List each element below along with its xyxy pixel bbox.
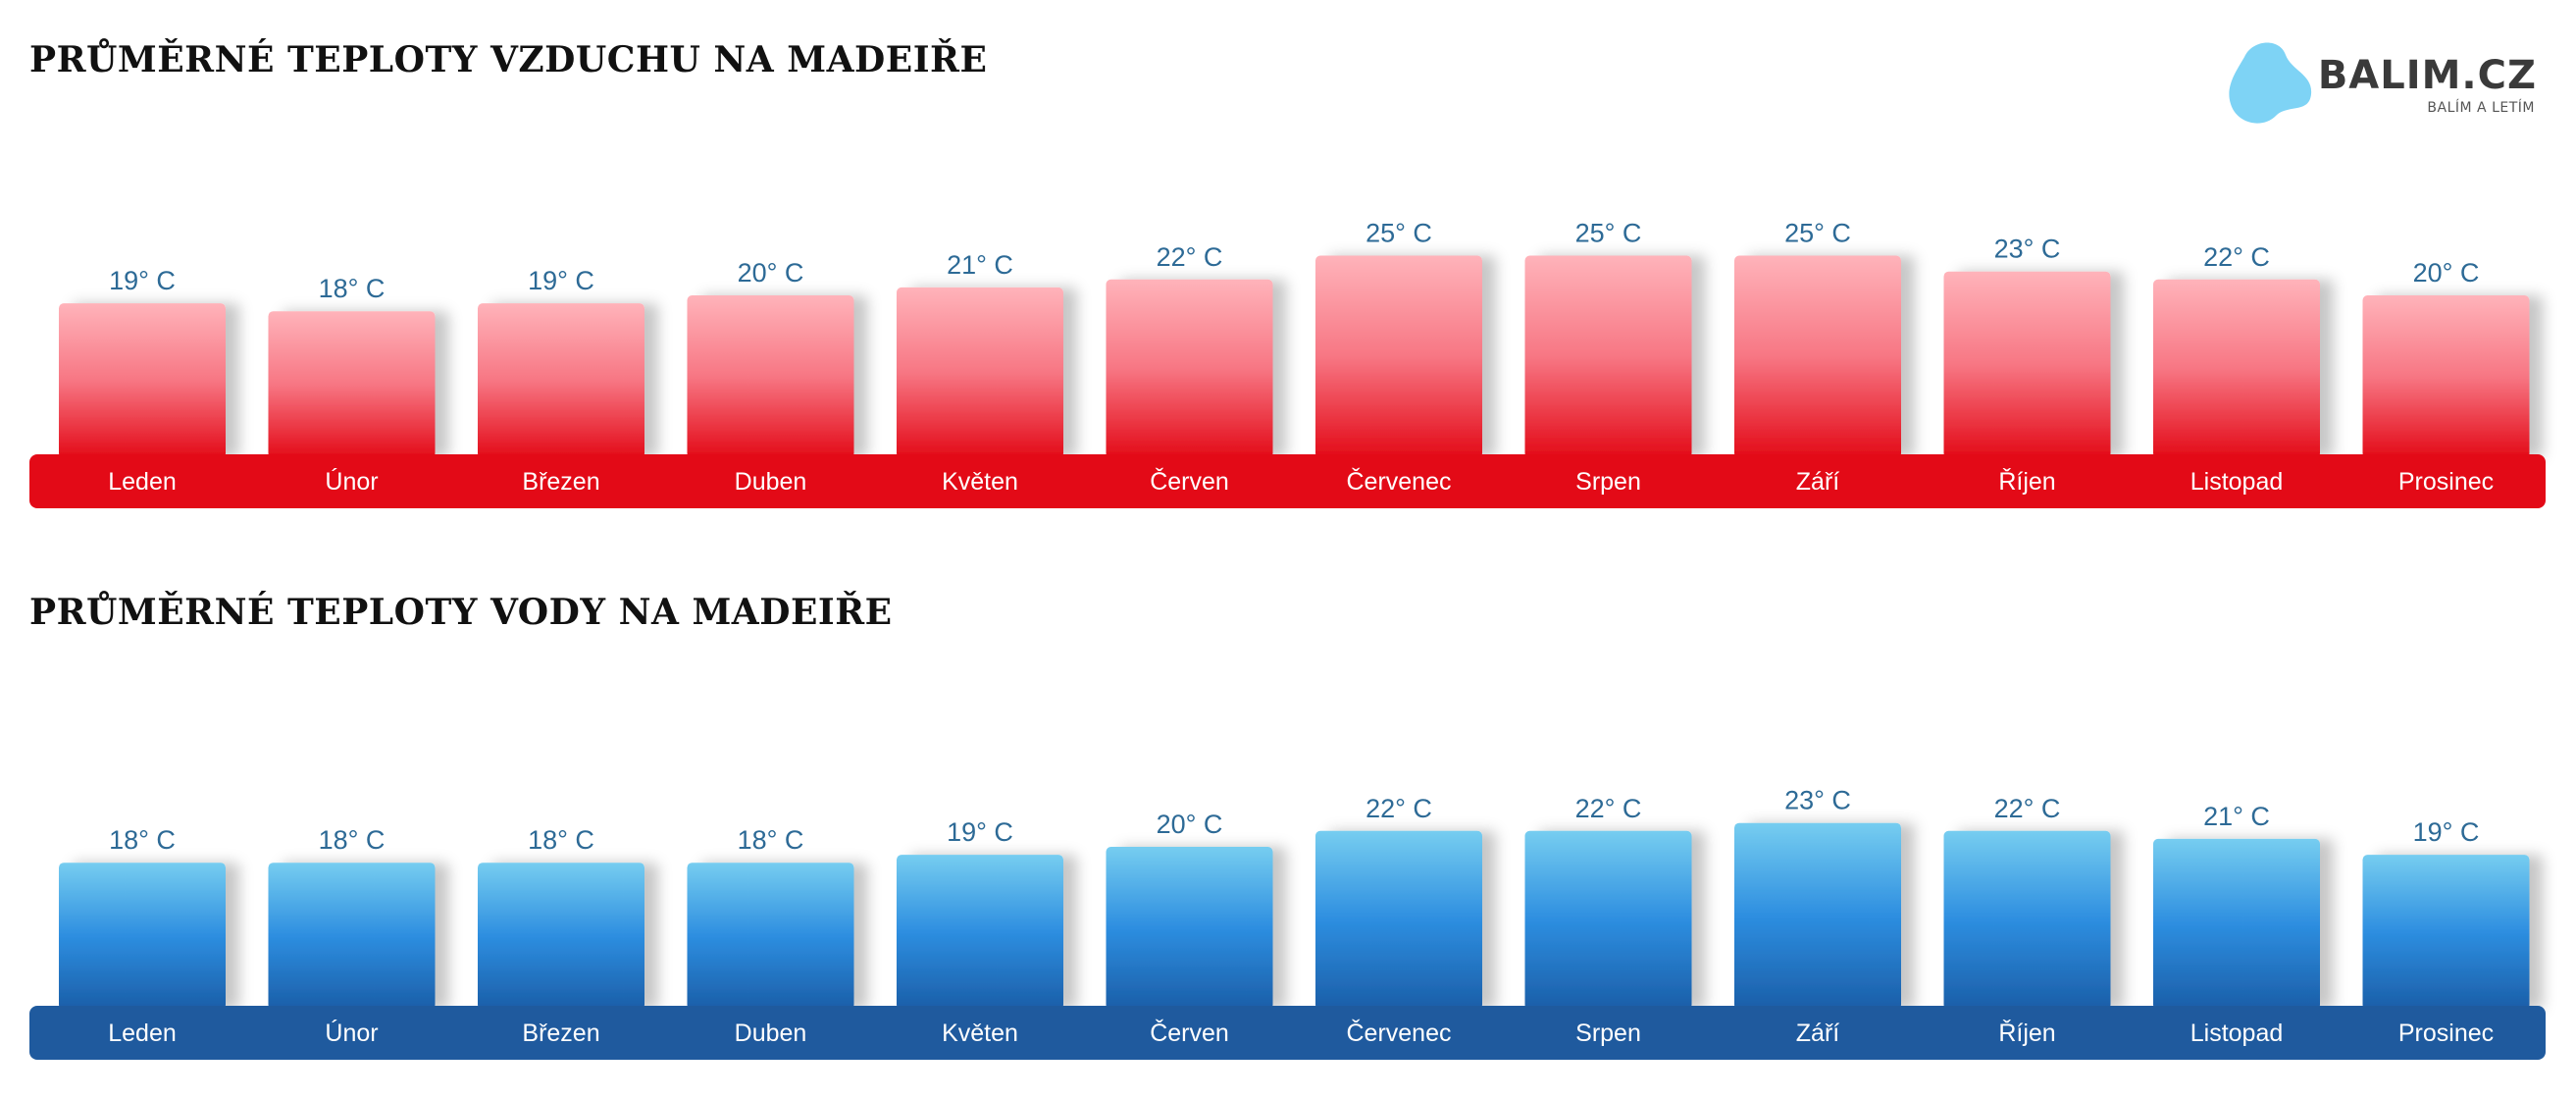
cloud-blob-icon bbox=[2229, 42, 2312, 124]
bar-březen bbox=[478, 863, 644, 1010]
month-label: Září bbox=[1796, 468, 1840, 496]
month-band bbox=[29, 1006, 2546, 1060]
bar-prosinec bbox=[2362, 855, 2530, 1010]
month-label: Říjen bbox=[1998, 467, 2055, 496]
bar-listopad bbox=[2153, 838, 2320, 1010]
bar-srpen bbox=[1524, 255, 1692, 458]
value-label: 22° C bbox=[1157, 242, 1223, 272]
month-label: Květen bbox=[942, 1020, 1018, 1047]
value-label: 19° C bbox=[947, 817, 1013, 847]
brand-logo[interactable]: BALIM.CZ BALÍM A LETÍM bbox=[2223, 35, 2537, 133]
month-label: Prosinec bbox=[2398, 468, 2494, 496]
value-label: 21° C bbox=[2203, 802, 2270, 831]
bar-leden bbox=[59, 303, 226, 458]
bar-září bbox=[1734, 822, 1901, 1010]
value-label: 22° C bbox=[1365, 794, 1432, 823]
month-label: Březen bbox=[522, 468, 599, 496]
value-label: 23° C bbox=[1784, 786, 1851, 815]
month-label: Červenec bbox=[1347, 1019, 1452, 1047]
air-temperature-chart: 19° C 18° C 19° C 20° C 21° C 22° C 25° C 25° C… bbox=[29, 219, 2546, 508]
bar-únor bbox=[268, 863, 436, 1010]
bar-duben bbox=[687, 863, 854, 1010]
bar-listopad bbox=[2153, 279, 2320, 458]
value-label: 18° C bbox=[319, 274, 386, 303]
value-label: 23° C bbox=[1994, 235, 2061, 264]
bar-únor bbox=[268, 311, 436, 458]
bar-říjen bbox=[1943, 830, 2111, 1010]
month-label: Leden bbox=[108, 468, 177, 496]
value-label: 19° C bbox=[109, 266, 176, 295]
month-label: Listopad bbox=[2190, 1020, 2284, 1047]
bar-červen bbox=[1106, 279, 1273, 458]
month-label: Srpen bbox=[1575, 468, 1641, 496]
bar-květen bbox=[897, 855, 1063, 1010]
month-label: Září bbox=[1796, 1020, 1840, 1047]
bar-září bbox=[1734, 255, 1901, 458]
bar-červen bbox=[1106, 847, 1273, 1010]
value-label: 20° C bbox=[738, 258, 804, 288]
month-band bbox=[29, 454, 2546, 508]
month-label: Prosinec bbox=[2398, 1020, 2494, 1047]
value-label: 20° C bbox=[1157, 810, 1223, 839]
value-label: 25° C bbox=[1784, 219, 1851, 248]
month-label: Březen bbox=[522, 1020, 599, 1047]
logo-wordmark: BALIM.CZ bbox=[2317, 53, 2537, 98]
value-label: 18° C bbox=[319, 825, 386, 855]
water-chart-title: PRŮMĚRNÉ TEPLOTY VODY NA MADEIŘE bbox=[29, 592, 893, 633]
bar-červenec bbox=[1315, 255, 1482, 458]
value-label: 18° C bbox=[109, 825, 176, 855]
value-label: 19° C bbox=[528, 266, 594, 295]
bar-srpen bbox=[1524, 830, 1692, 1010]
bar-říjen bbox=[1943, 271, 2111, 458]
month-label: Leden bbox=[108, 1020, 177, 1047]
month-label: Únor bbox=[325, 467, 378, 496]
logo-tagline: BALÍM A LETÍM bbox=[2427, 100, 2535, 116]
bar-květen bbox=[897, 287, 1063, 458]
month-label: Únor bbox=[325, 1019, 378, 1047]
bar-duben bbox=[687, 295, 854, 458]
month-label: Srpen bbox=[1575, 1020, 1641, 1047]
value-label: 18° C bbox=[528, 825, 594, 855]
bar-prosinec bbox=[2362, 295, 2530, 458]
water-temperature-chart: 18° C 18° C 18° C 18° C 19° C 20° C 22° C 22° C… bbox=[29, 786, 2546, 1060]
month-label: Červenec bbox=[1347, 467, 1452, 496]
value-label: 19° C bbox=[2413, 817, 2480, 847]
value-label: 18° C bbox=[738, 825, 804, 855]
bar-leden bbox=[59, 863, 226, 1010]
month-label: Duben bbox=[735, 1020, 807, 1047]
value-label: 20° C bbox=[2413, 258, 2480, 288]
air-chart-title: PRŮMĚRNÉ TEPLOTY VZDUCHU NA MADEIŘE bbox=[29, 39, 988, 80]
value-label: 25° C bbox=[1575, 219, 1642, 248]
month-label: Listopad bbox=[2190, 468, 2284, 496]
value-label: 22° C bbox=[2203, 242, 2270, 272]
value-label: 22° C bbox=[1575, 794, 1642, 823]
month-label: Květen bbox=[942, 468, 1018, 496]
month-label: Říjen bbox=[1998, 1019, 2055, 1047]
month-label: Červen bbox=[1150, 1019, 1229, 1047]
bar-červenec bbox=[1315, 830, 1482, 1010]
value-label: 25° C bbox=[1365, 219, 1432, 248]
value-label: 21° C bbox=[947, 250, 1013, 280]
value-label: 22° C bbox=[1994, 794, 2061, 823]
month-label: Duben bbox=[735, 468, 807, 496]
month-label: Červen bbox=[1150, 467, 1229, 496]
bar-březen bbox=[478, 303, 644, 458]
